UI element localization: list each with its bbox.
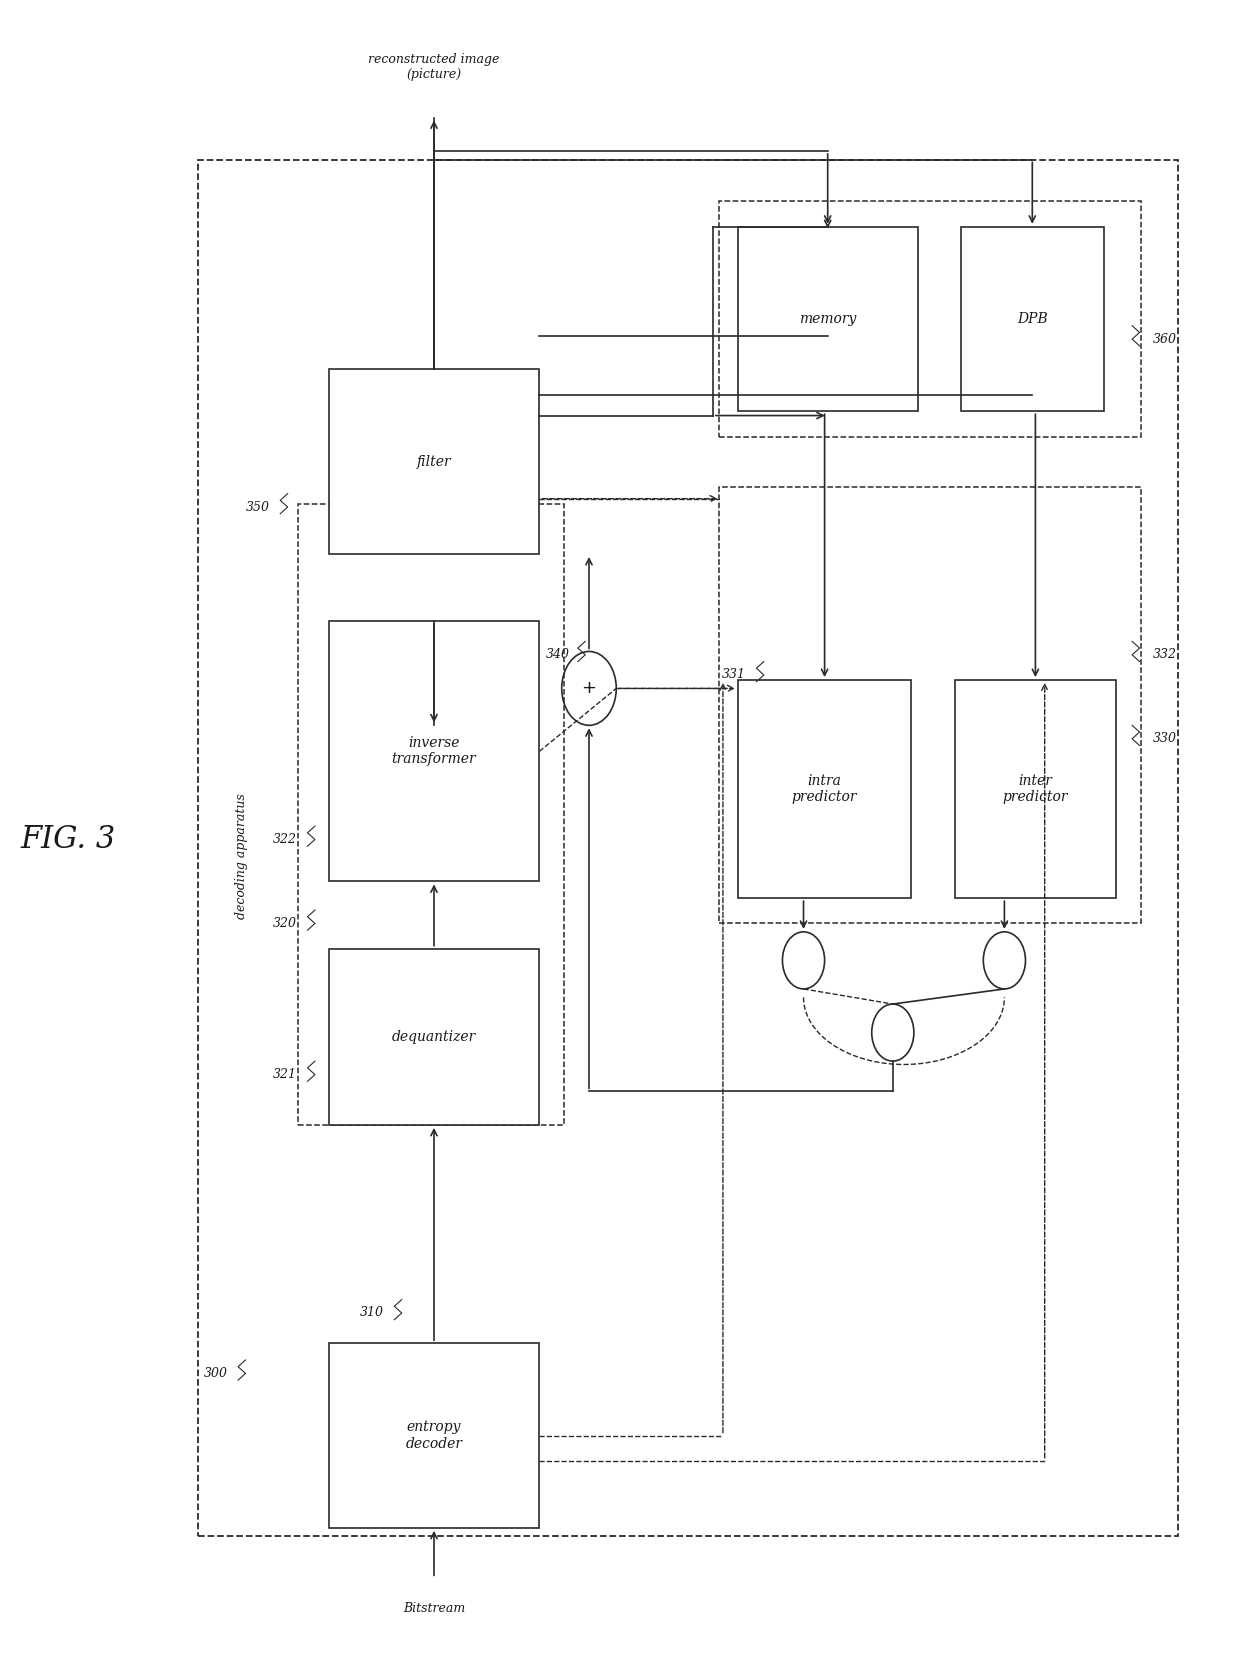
Text: 332: 332 [1153,648,1177,662]
Text: inter
predictor: inter predictor [1003,774,1068,804]
Text: 350: 350 [246,500,269,514]
Text: 300: 300 [203,1367,227,1380]
Text: DPB: DPB [1017,312,1048,326]
Text: filter: filter [417,455,451,468]
FancyBboxPatch shape [719,487,1141,923]
Text: dequantizer: dequantizer [392,1029,476,1044]
Text: 330: 330 [1153,732,1177,745]
Text: 320: 320 [273,917,296,930]
Text: 322: 322 [273,833,296,846]
FancyBboxPatch shape [329,621,539,881]
Text: Bitstream: Bitstream [403,1602,465,1615]
Text: entropy
decoder: entropy decoder [405,1420,463,1451]
FancyBboxPatch shape [298,504,564,1125]
Text: reconstructed image
(picture): reconstructed image (picture) [368,52,500,81]
FancyBboxPatch shape [329,949,539,1125]
Text: intra
predictor: intra predictor [792,774,857,804]
Text: 321: 321 [273,1068,296,1081]
Text: 310: 310 [360,1306,383,1320]
FancyBboxPatch shape [329,1343,539,1528]
Text: 340: 340 [546,648,569,662]
FancyBboxPatch shape [955,680,1116,898]
Text: decoding apparatus: decoding apparatus [236,794,248,918]
Text: 331: 331 [722,668,745,682]
FancyBboxPatch shape [198,160,1178,1536]
Text: FIG. 3: FIG. 3 [21,824,115,855]
FancyBboxPatch shape [738,227,918,411]
Text: memory: memory [799,312,857,326]
Text: +: + [582,680,596,697]
FancyBboxPatch shape [961,227,1104,411]
Text: inverse
transformer: inverse transformer [392,737,476,766]
Text: 360: 360 [1153,332,1177,346]
FancyBboxPatch shape [738,680,911,898]
FancyBboxPatch shape [719,201,1141,437]
FancyBboxPatch shape [329,369,539,554]
